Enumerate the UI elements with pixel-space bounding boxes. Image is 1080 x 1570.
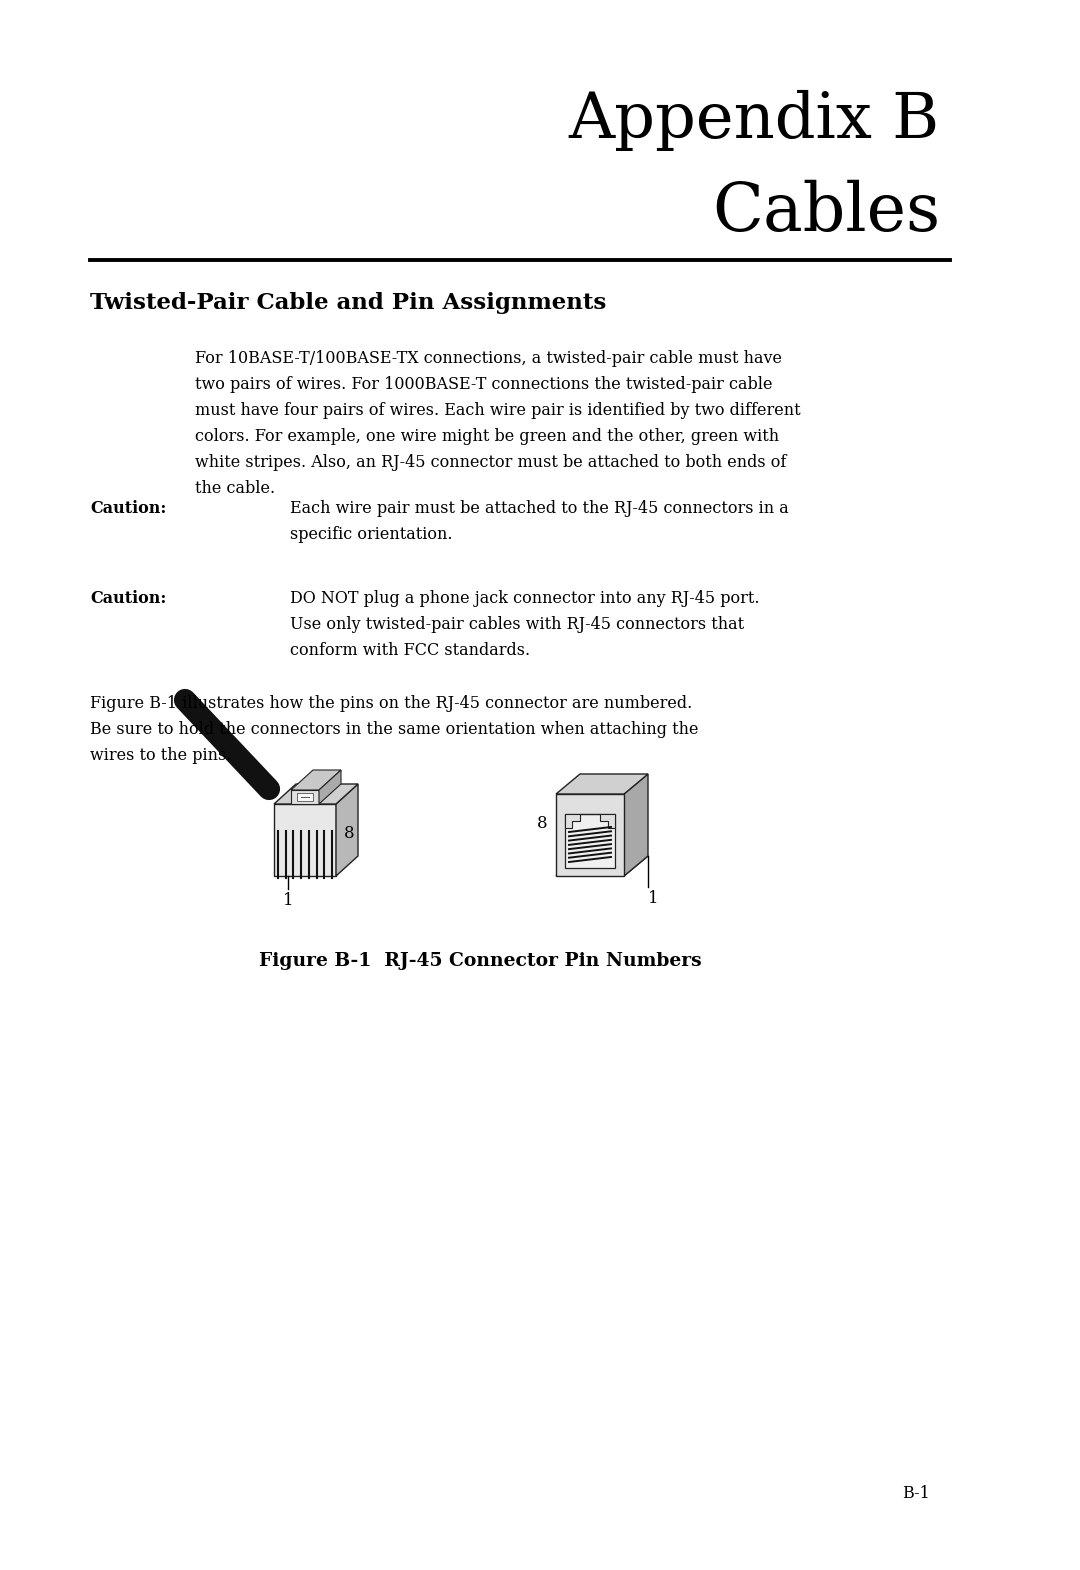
Text: Use only twisted-pair cables with RJ-45 connectors that: Use only twisted-pair cables with RJ-45 … (291, 615, 744, 633)
Text: wires to the pins.: wires to the pins. (90, 747, 231, 765)
Text: 8: 8 (345, 826, 354, 843)
Text: specific orientation.: specific orientation. (291, 526, 453, 543)
Polygon shape (319, 769, 341, 804)
Text: Twisted-Pair Cable and Pin Assignments: Twisted-Pair Cable and Pin Assignments (90, 292, 606, 314)
Text: Cables: Cables (712, 181, 940, 245)
Polygon shape (297, 793, 313, 801)
Text: colors. For example, one wire might be green and the other, green with: colors. For example, one wire might be g… (195, 429, 779, 444)
Text: Be sure to hold the connectors in the same orientation when attaching the: Be sure to hold the connectors in the sa… (90, 721, 699, 738)
Text: must have four pairs of wires. Each wire pair is identified by two different: must have four pairs of wires. Each wire… (195, 402, 800, 419)
Text: 1: 1 (648, 890, 659, 907)
Polygon shape (565, 813, 615, 827)
Polygon shape (624, 774, 648, 876)
Text: 8: 8 (538, 815, 548, 832)
Text: Figure B-1  RJ-45 Connector Pin Numbers: Figure B-1 RJ-45 Connector Pin Numbers (259, 951, 701, 970)
Polygon shape (565, 813, 615, 868)
Polygon shape (556, 774, 648, 794)
Polygon shape (291, 769, 341, 790)
Text: B-1: B-1 (902, 1485, 930, 1502)
Text: 1: 1 (283, 892, 294, 909)
Text: Appendix B: Appendix B (569, 89, 940, 151)
Text: Caution:: Caution: (90, 590, 166, 608)
Polygon shape (556, 794, 624, 876)
Polygon shape (336, 783, 357, 876)
Text: two pairs of wires. For 1000BASE-T connections the twisted-pair cable: two pairs of wires. For 1000BASE-T conne… (195, 375, 772, 392)
Text: Figure B-1 illustrates how the pins on the RJ-45 connector are numbered.: Figure B-1 illustrates how the pins on t… (90, 696, 692, 713)
Text: Each wire pair must be attached to the RJ-45 connectors in a: Each wire pair must be attached to the R… (291, 499, 788, 517)
Polygon shape (274, 804, 336, 876)
Text: DO NOT plug a phone jack connector into any RJ-45 port.: DO NOT plug a phone jack connector into … (291, 590, 759, 608)
Text: the cable.: the cable. (195, 480, 275, 498)
Polygon shape (556, 856, 648, 876)
Polygon shape (291, 790, 319, 804)
Text: Caution:: Caution: (90, 499, 166, 517)
Polygon shape (274, 783, 357, 804)
Text: white stripes. Also, an RJ-45 connector must be attached to both ends of: white stripes. Also, an RJ-45 connector … (195, 454, 786, 471)
Text: For 10BASE-T/100BASE-TX connections, a twisted-pair cable must have: For 10BASE-T/100BASE-TX connections, a t… (195, 350, 782, 367)
Text: conform with FCC standards.: conform with FCC standards. (291, 642, 530, 659)
